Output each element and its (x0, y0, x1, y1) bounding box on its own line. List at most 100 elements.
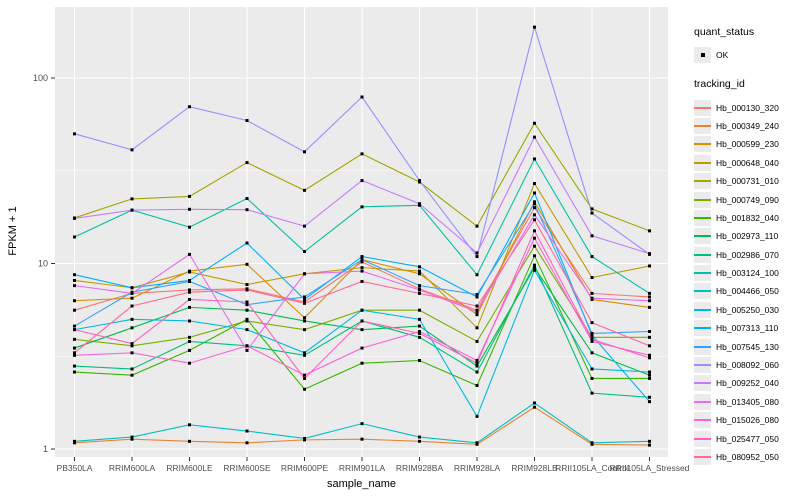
data-point (303, 436, 306, 440)
data-point (590, 391, 594, 395)
data-point (475, 339, 479, 343)
data-point (73, 353, 76, 357)
data-point (130, 435, 134, 439)
data-point (303, 301, 306, 305)
legend-entry-Hb_025477_050: Hb_025477_050 (694, 429, 798, 447)
data-point (648, 439, 651, 443)
data-point (360, 205, 364, 209)
data-point (188, 194, 191, 198)
data-point (188, 423, 191, 427)
data-point (475, 414, 479, 418)
data-point (188, 207, 191, 211)
data-point (418, 308, 421, 312)
data-point (533, 405, 536, 409)
data-point (73, 284, 76, 288)
data-point (130, 437, 134, 441)
data-point (73, 346, 76, 350)
legend-entry-label: Hb_025477_050 (716, 433, 779, 444)
data-point (130, 291, 134, 295)
data-point (418, 179, 421, 183)
data-point (188, 348, 191, 352)
legend-key-line-icon (694, 228, 711, 245)
legend-entry-Hb_003124_100: Hb_003124_100 (694, 264, 798, 282)
data-point (590, 339, 594, 343)
data-point (303, 319, 306, 323)
legend-entry-label: Hb_008092_060 (716, 360, 779, 371)
legend-title-quant-status: quant_status (694, 26, 755, 38)
data-point (648, 443, 651, 447)
y-tick-label: 100 (33, 73, 48, 83)
x-tick-label: RRIM600SE (223, 463, 271, 473)
data-point (73, 216, 76, 220)
data-point (648, 305, 651, 309)
data-point (188, 361, 191, 365)
data-point (130, 148, 134, 152)
data-point (360, 319, 364, 323)
data-point (130, 197, 134, 201)
data-point (130, 326, 134, 330)
data-point (188, 297, 191, 301)
legend-entry-label: Hb_007545_130 (716, 341, 779, 352)
legend-entry-label: Hb_013405_080 (716, 396, 779, 407)
data-point (648, 299, 651, 303)
data-point (475, 251, 479, 255)
data-point (590, 351, 594, 355)
data-point (188, 225, 191, 229)
data-point (590, 337, 594, 341)
data-point (418, 335, 421, 339)
data-point (130, 208, 134, 212)
data-point (648, 252, 651, 256)
legend-entry-label: Hb_005250_030 (716, 304, 779, 315)
data-point (245, 197, 249, 201)
data-point (533, 236, 536, 240)
legend-entry-Hb_007545_130: Hb_007545_130 (694, 337, 798, 355)
data-point (533, 244, 536, 248)
data-point (648, 356, 651, 360)
data-point (245, 429, 249, 433)
legend-item-ok-label: OK (716, 50, 729, 61)
legend-key-line-icon (694, 154, 711, 171)
legend-entry-Hb_005250_030: Hb_005250_030 (694, 301, 798, 319)
data-point (73, 278, 76, 282)
data-point (475, 313, 479, 317)
data-point (188, 339, 191, 343)
data-point (648, 395, 651, 399)
y-tick-label: 1 (43, 444, 48, 454)
legend-entry-label: Hb_009252_040 (716, 378, 779, 389)
legend-entry-Hb_000749_090: Hb_000749_090 (694, 190, 798, 208)
data-point (360, 308, 364, 312)
data-point (590, 442, 594, 446)
data-point (245, 441, 249, 445)
data-point (130, 367, 134, 371)
data-point (245, 348, 249, 352)
data-point (303, 272, 306, 276)
data-point (648, 264, 651, 268)
data-point (130, 304, 134, 308)
data-point (475, 358, 479, 362)
data-point (73, 308, 76, 312)
legend-key-line-icon (694, 209, 711, 226)
legend-entry-label: Hb_007313_110 (716, 323, 779, 334)
legend-key-line-icon (694, 246, 711, 263)
legend-key-line-icon (694, 191, 711, 208)
data-point (648, 376, 651, 380)
legend-entry-Hb_015026_080: Hb_015026_080 (694, 411, 798, 429)
x-tick-label: RRIM928BA (396, 463, 444, 473)
data-point (475, 273, 479, 277)
legend-entry-label: Hb_000749_090 (716, 194, 779, 205)
data-point (188, 335, 191, 339)
data-point (245, 288, 249, 292)
legend-entry-Hb_000130_320: Hb_000130_320 (694, 98, 798, 116)
data-point (130, 286, 134, 290)
legend-entry-label: Hb_000349_240 (716, 120, 779, 131)
x-tick-label: RRIM600LA (109, 463, 156, 473)
data-point (418, 329, 421, 333)
data-point (475, 224, 479, 228)
data-point (73, 235, 76, 239)
legend-entry-Hb_002986_070: Hb_002986_070 (694, 246, 798, 264)
data-point (303, 250, 306, 254)
data-point (360, 422, 364, 426)
data-point (303, 188, 306, 192)
data-point (533, 200, 536, 204)
